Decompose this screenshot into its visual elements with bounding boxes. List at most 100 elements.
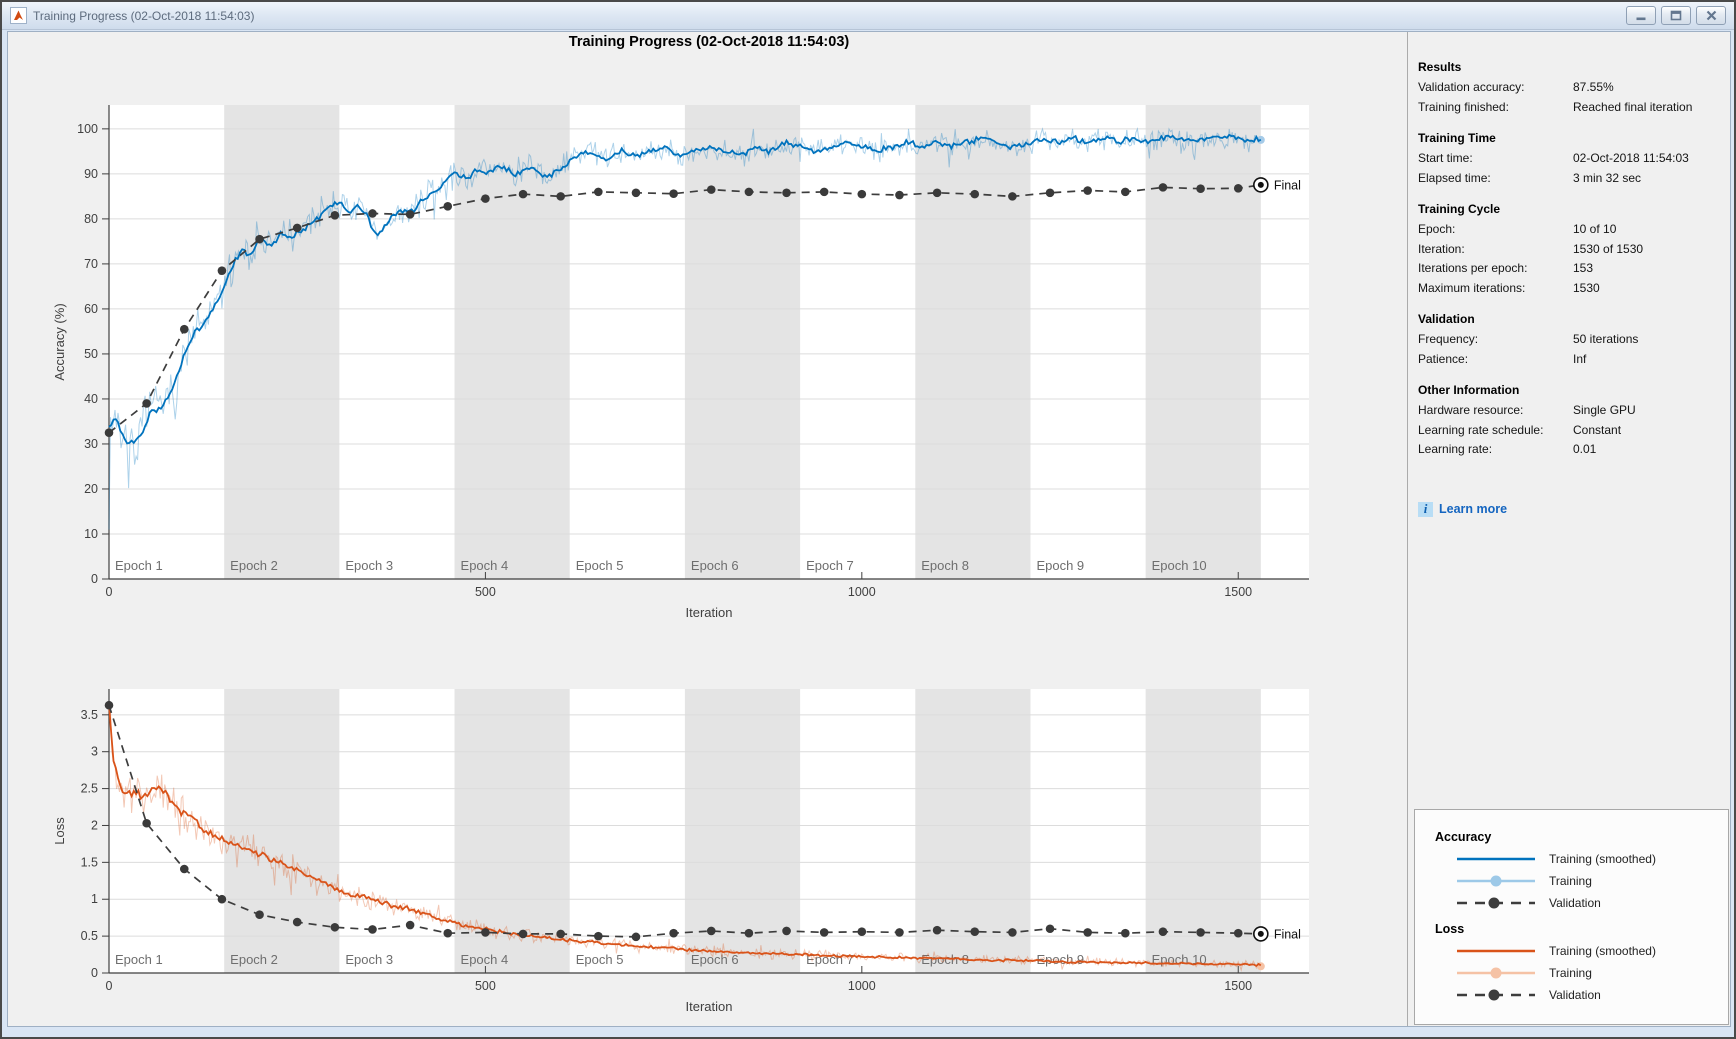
close-icon [1706, 10, 1716, 21]
panel-value: Reached final iteration [1573, 99, 1693, 114]
panel-row: Frequency: 50 iterations [1418, 330, 1721, 350]
svg-text:Epoch 9: Epoch 9 [1036, 558, 1084, 573]
svg-text:Final: Final [1274, 178, 1301, 192]
panel-value: 153 [1573, 261, 1594, 275]
legend-group-title: Accuracy [1435, 830, 1492, 844]
panel-label: Elapsed time: [1418, 170, 1491, 185]
panel-row: Hardware resource: Single GPU [1418, 401, 1721, 421]
svg-text:1500: 1500 [1224, 979, 1252, 993]
legend-group-title: Loss [1435, 922, 1465, 936]
svg-text:Epoch 9: Epoch 9 [1036, 952, 1084, 967]
panel-row: Elapsed time: 3 min 32 sec [1418, 169, 1721, 189]
svg-text:Iteration: Iteration [686, 999, 733, 1014]
legend-item: Validation [1435, 892, 1728, 914]
legend-item: Training (smoothed) [1435, 940, 1728, 962]
legend-sample-line-dot [1457, 967, 1535, 979]
panel-value: 1530 of 1530 [1573, 241, 1644, 256]
svg-text:2.5: 2.5 [81, 782, 98, 796]
svg-text:500: 500 [475, 585, 496, 599]
panel-value: 1530 [1573, 280, 1600, 295]
learn-more-link[interactable]: i Learn more [1418, 501, 1508, 517]
svg-text:Epoch 1: Epoch 1 [115, 558, 163, 573]
panel-label: Iterations per epoch: [1418, 261, 1528, 275]
svg-text:0: 0 [91, 572, 98, 586]
svg-text:80: 80 [84, 212, 98, 226]
svg-text:Epoch 10: Epoch 10 [1152, 558, 1207, 573]
svg-text:1500: 1500 [1224, 585, 1252, 599]
svg-text:70: 70 [84, 257, 98, 271]
svg-text:90: 90 [84, 167, 98, 181]
svg-text:3.5: 3.5 [81, 708, 98, 722]
svg-text:40: 40 [84, 392, 98, 406]
svg-text:1: 1 [91, 892, 98, 906]
minimize-icon [1636, 17, 1646, 20]
panel-value: 3 min 32 sec [1573, 170, 1642, 185]
legend-item: Training [1435, 962, 1728, 984]
svg-text:30: 30 [84, 437, 98, 451]
panel-label: Hardware resource: [1418, 403, 1524, 417]
close-button[interactable] [1696, 6, 1726, 25]
panel-label: Patience: [1418, 351, 1469, 366]
panel-value: 50 iterations [1573, 332, 1639, 346]
svg-text:Epoch 1: Epoch 1 [115, 952, 163, 967]
svg-text:0: 0 [91, 966, 98, 980]
panel-row: Maximum iterations: 1530 [1418, 279, 1721, 299]
legend-sample-solid [1457, 857, 1535, 861]
svg-text:10: 10 [84, 527, 98, 541]
figure-title: Training Progress (02-Oct-2018 11:54:03) [568, 34, 850, 50]
legend-sample-solid [1457, 949, 1535, 953]
panel-label: Frequency: [1418, 332, 1479, 346]
svg-text:0.5: 0.5 [81, 929, 98, 943]
panel-row: Iteration: 1530 of 1530 [1418, 240, 1721, 260]
legend-sample-dash-dot [1457, 989, 1535, 1001]
legend-sample-line-dot [1457, 875, 1535, 887]
panel-section-title: Other Information [1418, 383, 1520, 397]
panel-section-title: Validation [1418, 312, 1475, 326]
legend-sample-dash-dot [1457, 897, 1535, 909]
minimize-button[interactable] [1626, 6, 1656, 25]
svg-text:0: 0 [106, 585, 113, 599]
svg-text:1000: 1000 [848, 979, 876, 993]
svg-text:Epoch 2: Epoch 2 [230, 558, 278, 573]
svg-text:Epoch 7: Epoch 7 [806, 558, 854, 573]
svg-text:0: 0 [106, 979, 113, 993]
svg-text:20: 20 [84, 482, 98, 496]
loss-chart: Epoch 1 Epoch 2 Epoch 3 Epoch 4 Epoch 5 Epoch… [52, 689, 1309, 1014]
svg-text:Iteration: Iteration [686, 605, 733, 620]
svg-text:Accuracy (%): Accuracy (%) [52, 303, 67, 380]
legend-item: Training (smoothed) [1435, 848, 1728, 870]
svg-text:60: 60 [84, 302, 98, 316]
panel-label: Maximum iterations: [1418, 280, 1526, 295]
svg-text:Final: Final [1274, 927, 1301, 941]
info-icon: i [1418, 501, 1433, 517]
svg-text:Epoch 5: Epoch 5 [576, 558, 624, 573]
panel-label: Learning rate schedule: [1418, 422, 1544, 437]
svg-text:3: 3 [91, 745, 98, 759]
window-titlebar[interactable]: Training Progress (02-Oct-2018 11:54:03) [2, 2, 1734, 30]
svg-text:Epoch 6: Epoch 6 [691, 558, 739, 573]
svg-text:50: 50 [84, 347, 98, 361]
svg-text:Epoch 2: Epoch 2 [230, 952, 278, 967]
maximize-button[interactable] [1661, 6, 1691, 25]
learn-more-label: Learn more [1439, 502, 1508, 516]
panel-row: Epoch: 10 of 10 [1418, 220, 1721, 240]
legend-item-label: Validation [1549, 896, 1601, 910]
legend-item-label: Validation [1549, 988, 1601, 1002]
panel-label: Learning rate: [1418, 442, 1493, 456]
legend-item-label: Training [1549, 966, 1592, 980]
panel-label: Iteration: [1418, 241, 1465, 256]
svg-text:1000: 1000 [848, 585, 876, 599]
panel-row: Learning rate: 0.01 [1418, 440, 1721, 460]
panel-value: Constant [1573, 422, 1622, 437]
panel-section-title: Training Cycle [1418, 202, 1501, 216]
panel-value: Inf [1573, 351, 1587, 366]
svg-text:Epoch 4: Epoch 4 [461, 952, 509, 967]
matlab-icon [10, 7, 27, 24]
panel-section-title: Results [1418, 60, 1462, 74]
svg-text:Loss: Loss [52, 817, 67, 845]
panel-row: Iterations per epoch: 153 [1418, 259, 1721, 279]
panel-section-title: Training Time [1418, 131, 1496, 145]
panel-label: Epoch: [1418, 222, 1456, 236]
panel-row: Patience: Inf [1418, 350, 1721, 370]
svg-text:Epoch 3: Epoch 3 [345, 952, 393, 967]
